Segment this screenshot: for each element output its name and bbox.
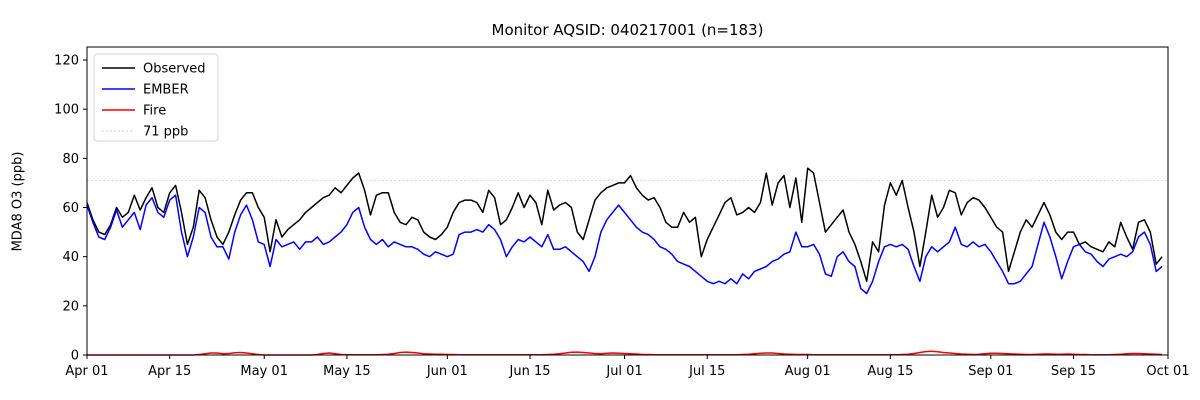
y-axis-label: MDA8 O3 (ppb)	[10, 151, 26, 252]
y-tick-label: 0	[71, 349, 79, 364]
legend-label-fire: Fire	[143, 104, 166, 119]
y-tick-label: 20	[62, 299, 79, 314]
x-tick-label: Jun 15	[509, 364, 551, 379]
x-tick-label: Jun 01	[426, 364, 468, 379]
x-tick-label: Apr 01	[65, 364, 108, 379]
x-tick-label: Jul 15	[688, 364, 725, 379]
y-tick-label: 80	[62, 152, 79, 167]
x-tick-label: Sep 15	[1051, 364, 1096, 379]
x-tick-label: Sep 01	[968, 364, 1013, 379]
legend-label-observed: Observed	[143, 62, 206, 77]
y-tick-label: 40	[62, 250, 79, 265]
legend-label-ember: EMBER	[143, 83, 189, 98]
series-line-ember	[86, 194, 1163, 295]
series-line-observed	[86, 167, 1163, 283]
chart-title: Monitor AQSID: 040217001 (n=183)	[491, 21, 764, 39]
x-tick-label: Aug 15	[867, 364, 913, 379]
x-tick-label: May 01	[240, 364, 288, 379]
x-tick-label: May 15	[323, 364, 371, 379]
legend-box	[93, 53, 219, 142]
x-tick-label: Oct 01	[1146, 364, 1189, 379]
y-tick-label: 120	[54, 54, 79, 69]
x-tick-label: Jul 01	[605, 364, 642, 379]
x-tick-label: Apr 15	[148, 364, 191, 379]
series-line-fire	[87, 350, 1163, 356]
legend-label-71-ppb: 71 ppb	[143, 125, 188, 140]
plot-border	[86, 46, 1169, 356]
y-tick-label: 60	[62, 201, 79, 216]
y-tick-label: 100	[54, 103, 79, 118]
x-tick-label: Aug 01	[785, 364, 831, 379]
